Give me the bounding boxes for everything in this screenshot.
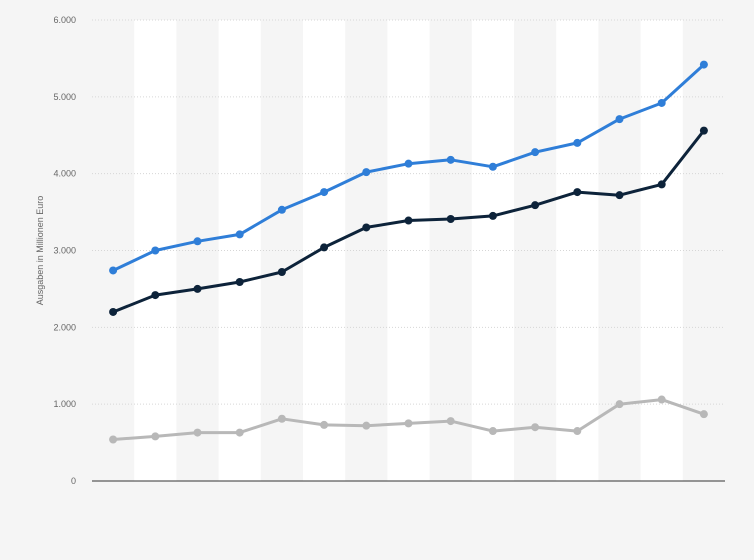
data-point[interactable]	[446, 417, 455, 426]
data-point[interactable]	[699, 60, 708, 69]
y-tick-label: 6.000	[53, 15, 76, 25]
data-point[interactable]	[573, 138, 582, 147]
data-point[interactable]	[320, 243, 329, 252]
data-point[interactable]	[193, 428, 202, 437]
series-1	[109, 60, 708, 275]
data-point[interactable]	[362, 421, 371, 430]
data-point[interactable]	[531, 423, 540, 432]
data-point[interactable]	[404, 159, 413, 168]
data-point[interactable]	[109, 435, 118, 444]
y-tick-label: 4.000	[53, 169, 76, 179]
y-tick-label: 3.000	[53, 246, 76, 256]
data-point[interactable]	[362, 223, 371, 232]
data-point[interactable]	[615, 400, 624, 409]
data-point[interactable]	[446, 214, 455, 223]
data-point[interactable]	[235, 278, 244, 287]
data-point[interactable]	[573, 188, 582, 197]
data-point[interactable]	[657, 395, 666, 404]
data-point[interactable]	[615, 115, 624, 124]
column-band	[471, 20, 514, 481]
data-point[interactable]	[235, 230, 244, 239]
data-point[interactable]	[362, 168, 371, 177]
data-point[interactable]	[277, 205, 286, 214]
data-point[interactable]	[109, 266, 118, 275]
data-point[interactable]	[446, 155, 455, 164]
series-3	[109, 395, 708, 444]
y-axis-title: Ausgaben in Millionen Euro	[35, 196, 45, 306]
data-point[interactable]	[657, 98, 666, 107]
data-point[interactable]	[193, 284, 202, 293]
data-point[interactable]	[488, 162, 497, 171]
data-point[interactable]	[573, 427, 582, 436]
column-band	[556, 20, 599, 481]
series-2	[109, 126, 708, 316]
y-tick-labels: 0 1.000 2.000 3.000 4.000 5.000 6.000	[53, 15, 76, 486]
data-point[interactable]	[193, 237, 202, 246]
data-point[interactable]	[699, 126, 708, 135]
data-point[interactable]	[404, 216, 413, 225]
data-point[interactable]	[151, 432, 160, 441]
data-point[interactable]	[151, 246, 160, 255]
series-lines	[109, 60, 708, 444]
data-point[interactable]	[151, 291, 160, 300]
data-point[interactable]	[320, 420, 329, 429]
column-band	[387, 20, 430, 481]
data-point[interactable]	[531, 148, 540, 157]
data-point[interactable]	[320, 188, 329, 197]
data-point[interactable]	[235, 428, 244, 437]
gridlines	[92, 19, 725, 405]
data-point[interactable]	[699, 410, 708, 419]
data-point[interactable]	[109, 307, 118, 316]
data-point[interactable]	[277, 268, 286, 277]
y-tick-label: 5.000	[53, 92, 76, 102]
data-point[interactable]	[615, 191, 624, 200]
y-tick-label: 2.000	[53, 322, 76, 332]
y-tick-label: 1.000	[53, 399, 76, 409]
data-point[interactable]	[488, 211, 497, 220]
data-point[interactable]	[531, 201, 540, 210]
y-tick-label: 0	[71, 476, 76, 486]
data-point[interactable]	[488, 427, 497, 436]
data-point[interactable]	[277, 414, 286, 423]
data-point[interactable]	[657, 180, 666, 189]
data-point[interactable]	[404, 419, 413, 428]
